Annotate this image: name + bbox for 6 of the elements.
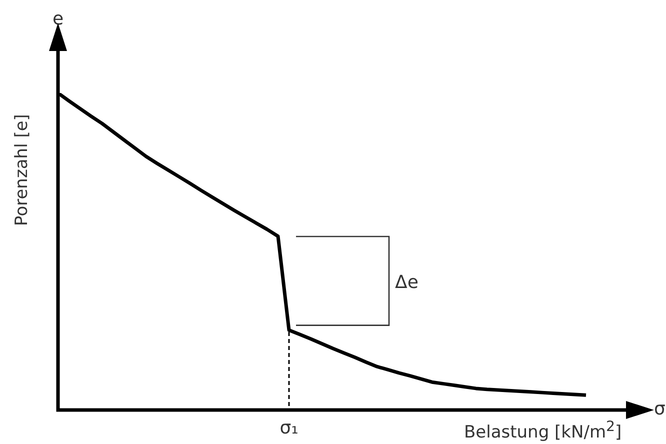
y-axis-title: Porenzahl [e] xyxy=(12,114,32,226)
text: e xyxy=(52,8,64,30)
text: σ xyxy=(654,398,666,420)
annotation: Δe xyxy=(395,272,418,293)
x-axis-title: Belastung [kN/m$^{2}$] xyxy=(464,419,622,443)
text: σ₁ xyxy=(280,418,298,439)
